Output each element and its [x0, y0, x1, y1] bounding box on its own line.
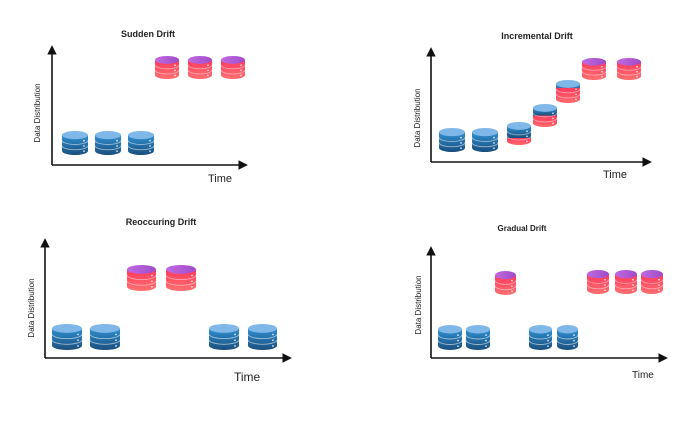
- database-icon-blue: [437, 325, 463, 350]
- y-axis-label: Data Distribution: [414, 275, 423, 334]
- database-icon-blue: [94, 131, 122, 155]
- x-axis-label: Time: [632, 370, 654, 381]
- database-icon-blue: [89, 324, 121, 350]
- database-icon-blue: [471, 128, 499, 152]
- database-icon-red: [586, 270, 610, 295]
- database-icon-red: [640, 270, 664, 295]
- panel-gradual-drift: Gradual Drift Data Distribution Time: [414, 224, 668, 381]
- database-icon-mixed: [532, 104, 558, 128]
- database-icon-blue: [247, 324, 278, 350]
- panel-title: Incremental Drift: [501, 31, 573, 41]
- y-axis-label: Data Distribution: [413, 88, 422, 147]
- database-icon-blue: [438, 128, 466, 152]
- database-icon-mixed: [506, 122, 532, 145]
- database-icon-blue: [556, 325, 579, 350]
- database-icon-blue: [528, 325, 553, 350]
- database-icon-mixed: [555, 80, 581, 103]
- x-axis-label: Time: [208, 173, 232, 185]
- panel-incremental-drift: Incremental Drift Data Distribution Time: [413, 31, 652, 181]
- cylinders: [61, 56, 246, 155]
- database-icon-red: [494, 271, 517, 295]
- y-axis-label: Data Distribution: [27, 278, 36, 337]
- panel-title: Gradual Drift: [498, 224, 547, 233]
- panel-title: Reoccuring Drift: [126, 217, 197, 227]
- cylinders: [51, 265, 278, 350]
- y-axis-label: Data Distribution: [33, 83, 42, 142]
- cylinders: [437, 270, 664, 350]
- database-icon-red: [581, 58, 607, 80]
- x-axis-label: Time: [603, 169, 627, 181]
- panel-reoccuring-drift: Reoccuring Drift Data Distribution Time: [27, 217, 292, 384]
- database-icon-red: [616, 58, 642, 80]
- database-icon-red: [614, 270, 638, 295]
- cylinders: [438, 58, 642, 152]
- database-icon-blue: [208, 324, 240, 350]
- database-icon-blue: [465, 325, 491, 350]
- database-icon-blue: [61, 131, 89, 155]
- database-icon-red: [165, 265, 197, 291]
- database-icon-blue: [127, 131, 155, 155]
- database-icon-blue: [51, 324, 83, 350]
- panel-sudden-drift: Sudden Drift Data Distribution Time: [33, 29, 248, 185]
- x-axis-label: Time: [234, 370, 261, 384]
- database-icon-red: [154, 56, 180, 79]
- database-icon-red: [220, 56, 246, 79]
- panel-title: Sudden Drift: [121, 29, 175, 39]
- database-icon-red: [126, 265, 157, 291]
- database-icon-red: [187, 56, 213, 79]
